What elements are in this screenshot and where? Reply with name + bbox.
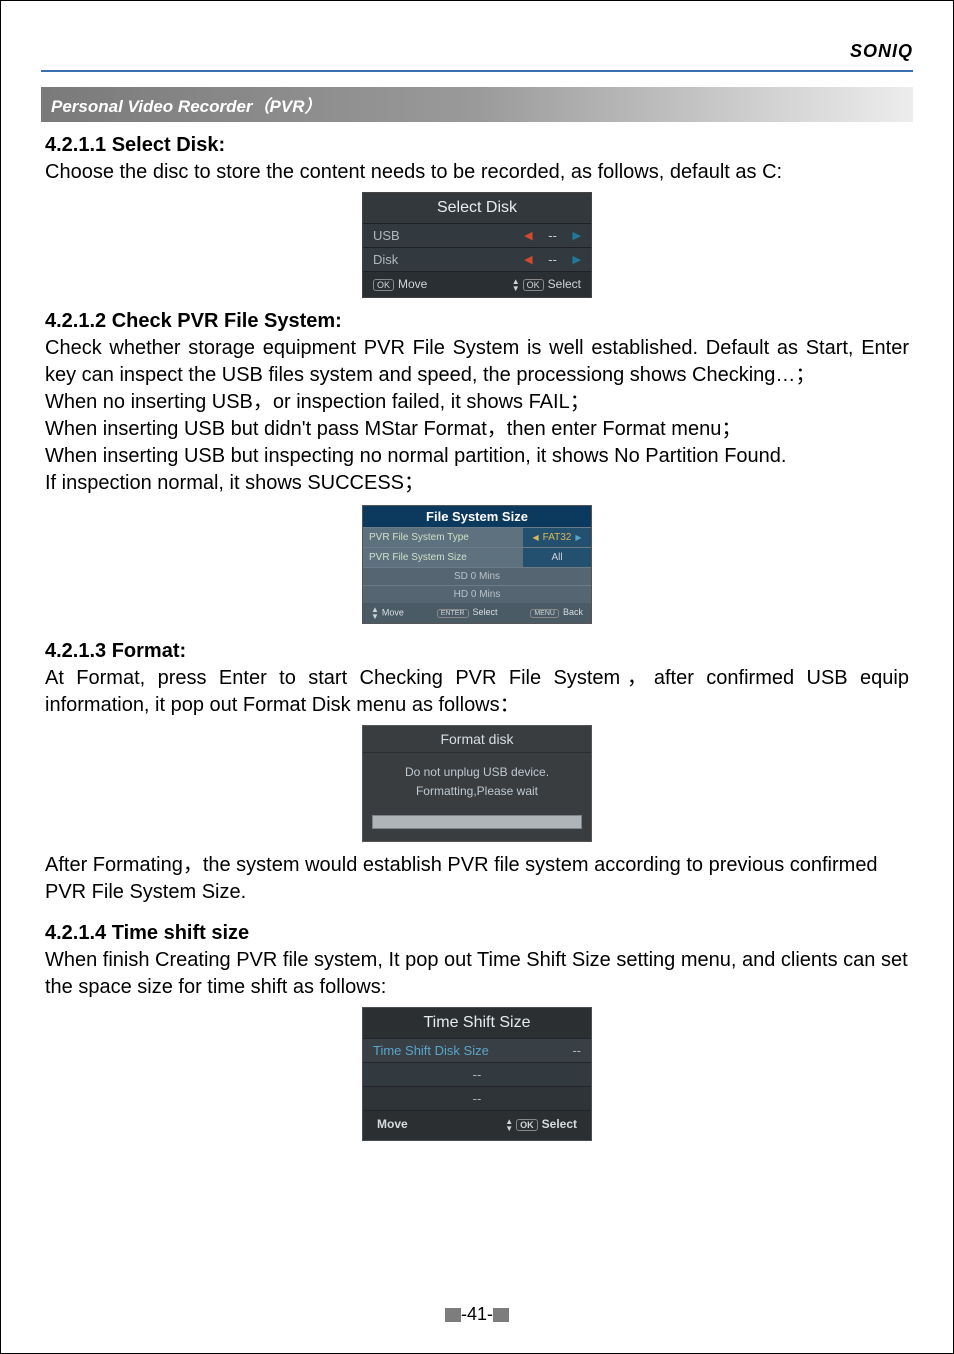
content: Personal Video Recorder（PVR） 4.2.1.1 Sel… — [41, 70, 913, 1141]
text-format: At Format, press Enter to start Checking… — [41, 665, 913, 719]
arrow-right-icon[interactable]: ▶ — [573, 229, 581, 242]
tss-title: Time Shift Size — [363, 1008, 591, 1038]
fss-title: File System Size — [363, 506, 591, 527]
page: SONIQ Personal Video Recorder（PVR） 4.2.1… — [0, 0, 954, 1354]
brand-logo: SONIQ — [41, 41, 913, 62]
arrow-right-icon[interactable]: ▶ — [573, 253, 581, 266]
updown-icon: ▲▼ — [505, 1118, 513, 1132]
select-disk-row-disk[interactable]: Disk ◀ -- ▶ — [363, 247, 591, 271]
updown-icon: ▲▼ — [371, 606, 379, 620]
fss-sd-line: SD 0 Mins — [363, 567, 591, 585]
fss-label: PVR File System Size — [363, 548, 523, 567]
text-select-disk: Choose the disc to store the content nee… — [41, 159, 913, 186]
text-check-1: Check whether storage equipment PVR File… — [41, 335, 913, 389]
page-num-block-icon — [493, 1308, 509, 1322]
row-value: -- — [533, 252, 573, 267]
time-shift-size-dialog: Time Shift Size Time Shift Disk Size -- … — [362, 1007, 592, 1141]
page-number: -41- — [1, 1304, 953, 1325]
select-disk-title: Select Disk — [363, 193, 591, 223]
footer-select: ▲▼OKSelect — [505, 1117, 577, 1132]
ok-badge-icon: OK — [373, 279, 394, 291]
updown-icon: ▲▼ — [512, 278, 520, 292]
ok-badge-icon: OK — [523, 279, 544, 291]
arrow-right-icon[interactable]: ▶ — [575, 533, 581, 542]
text-check-5: If inspection normal, it shows SUCCESS； — [41, 470, 913, 497]
fmt-title: Format disk — [363, 726, 591, 753]
heading-format: 4.2.1.3 Format: — [41, 638, 913, 665]
tss-dash-row: -- — [363, 1062, 591, 1086]
select-disk-row-usb[interactable]: USB ◀ -- ▶ — [363, 223, 591, 247]
fss-label: PVR File System Type — [363, 528, 523, 547]
arrow-left-icon[interactable]: ◀ — [524, 229, 532, 242]
fss-row-size[interactable]: PVR File System Size All — [363, 547, 591, 567]
fss-value: ◀FAT32▶ — [523, 528, 591, 547]
text-timeshift: When finish Creating PVR file system, It… — [41, 947, 913, 1001]
heading-check-pvr: 4.2.1.2 Check PVR File System: — [41, 308, 913, 335]
footer-back: MENUBack — [530, 607, 583, 618]
footer-select: ENTERSelect — [437, 607, 498, 618]
footer-select: ▲▼OKSelect — [512, 277, 581, 292]
row-label: Disk — [373, 252, 524, 267]
tss-dash-row: -- — [363, 1086, 591, 1110]
row-value: -- — [533, 228, 573, 243]
text-check-2: When no inserting USB，or inspection fail… — [41, 389, 913, 416]
arrow-left-icon[interactable]: ◀ — [532, 533, 538, 542]
section-header: Personal Video Recorder（PVR） — [41, 87, 913, 122]
tss-value: -- — [572, 1043, 581, 1058]
fss-footer: ▲▼Move ENTERSelect MENUBack — [363, 603, 591, 623]
select-disk-footer: OKMove ▲▼OKSelect — [363, 271, 591, 297]
progress-bar — [372, 815, 582, 829]
format-disk-dialog: Format disk Do not unplug USB device. Fo… — [362, 725, 592, 842]
tss-row[interactable]: Time Shift Disk Size -- — [363, 1038, 591, 1062]
enter-badge-icon: ENTER — [437, 609, 469, 618]
text-check-4: When inserting USB but inspecting no nor… — [41, 443, 913, 470]
page-num-block-icon — [445, 1308, 461, 1322]
tss-label: Time Shift Disk Size — [373, 1043, 489, 1058]
fmt-body: Do not unplug USB device. Formatting,Ple… — [363, 753, 591, 809]
footer-move: Move — [377, 1117, 408, 1132]
fss-value: All — [523, 548, 591, 567]
text-after-format: After Formating，the system would establi… — [41, 852, 913, 906]
fmt-line2: Formatting,Please wait — [371, 782, 583, 801]
ok-badge-icon: OK — [516, 1119, 538, 1131]
tss-footer: Move ▲▼OKSelect — [363, 1110, 591, 1140]
fss-row-type[interactable]: PVR File System Type ◀FAT32▶ — [363, 527, 591, 547]
footer-move: OKMove — [373, 277, 427, 291]
heading-select-disk: 4.2.1.1 Select Disk: — [41, 132, 913, 159]
fss-hd-line: HD 0 Mins — [363, 585, 591, 603]
select-disk-dialog: Select Disk USB ◀ -- ▶ Disk ◀ -- ▶ OKMov… — [362, 192, 592, 298]
row-label: USB — [373, 228, 524, 243]
menu-badge-icon: MENU — [530, 609, 559, 618]
fmt-line1: Do not unplug USB device. — [371, 763, 583, 782]
file-system-size-dialog: File System Size PVR File System Type ◀F… — [362, 505, 592, 624]
arrow-left-icon[interactable]: ◀ — [524, 253, 532, 266]
text-check-3: When inserting USB but didn't pass MStar… — [41, 416, 913, 443]
heading-timeshift: 4.2.1.4 Time shift size — [41, 920, 913, 947]
footer-move: ▲▼Move — [371, 606, 404, 620]
